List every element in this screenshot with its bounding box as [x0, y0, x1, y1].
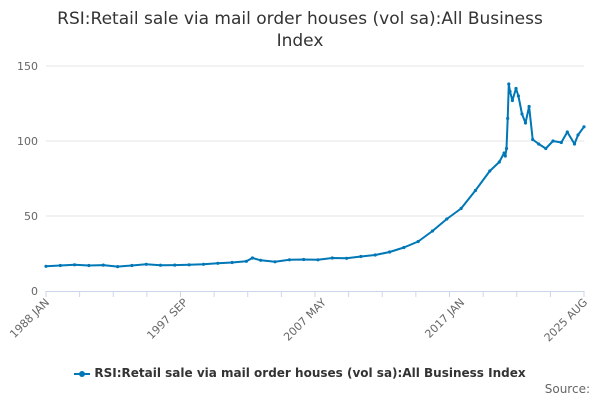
data-point-14 [244, 259, 248, 263]
data-point-18 [287, 258, 291, 262]
legend-series-label: RSI:Retail sale via mail order houses (v… [94, 366, 526, 380]
data-point-11 [201, 262, 206, 266]
data-point-12 [216, 261, 220, 265]
data-point-16 [259, 258, 263, 262]
data-point-33 [497, 160, 501, 164]
data-point-50 [559, 140, 563, 145]
data-point-9 [173, 263, 177, 267]
data-point-51 [565, 130, 569, 134]
data-point-19 [302, 257, 306, 262]
data-point-23 [359, 254, 363, 259]
data-point-21 [330, 256, 334, 260]
data-point-48 [544, 146, 548, 151]
data-point-30 [459, 206, 463, 211]
data-point-8 [158, 263, 163, 267]
data-point-43 [520, 112, 524, 116]
data-point-41 [514, 86, 518, 91]
data-point-7 [144, 262, 148, 266]
legend-series-marker [74, 370, 91, 377]
data-point-2 [73, 263, 77, 267]
data-point-38 [507, 82, 511, 86]
y-tick-label-150: 150 [17, 60, 38, 73]
data-point-31 [473, 188, 477, 193]
series-line-0 [45, 83, 585, 268]
data-point-29 [445, 217, 449, 221]
y-tick-label-100: 100 [17, 135, 38, 148]
chart-title: RSI:Retail sale via mail order houses (v… [57, 9, 543, 51]
data-point-28 [430, 229, 435, 233]
data-point-5 [116, 265, 120, 269]
y-tick-label-0: 0 [31, 285, 38, 298]
data-point-39 [508, 89, 512, 94]
data-point-35 [503, 154, 507, 158]
data-point-44 [523, 121, 528, 125]
data-point-40 [510, 98, 514, 103]
x-tick-label-2: 2007 MAY [281, 296, 329, 344]
grid-lines [46, 65, 584, 217]
data-point-17 [273, 260, 277, 264]
x-tick-label-0: 1988 JAN [7, 296, 52, 341]
data-point-37 [506, 116, 510, 121]
y-axis-ticks: 0 50 100 150 [17, 60, 38, 298]
data-point-4 [101, 263, 105, 267]
data-point-46 [531, 137, 535, 142]
x-axis: 1988 JAN 1997 SEP 2007 MAY 2017 JAN 2025 AUG [7, 291, 590, 344]
data-point-36 [504, 146, 509, 151]
data-point-6 [130, 263, 134, 268]
data-point-54 [582, 125, 586, 129]
data-point-25 [388, 250, 392, 254]
legend[interactable]: RSI:Retail sale via mail order houses (v… [0, 366, 600, 380]
data-point-0 [44, 264, 48, 268]
data-point-52 [572, 142, 577, 146]
data-point-49 [551, 139, 555, 143]
data-point-53 [576, 133, 580, 137]
data-point-27 [416, 239, 420, 244]
x-tick-label-4: 2025 AUG [542, 296, 591, 345]
x-tick-label-1: 1997 SEP [144, 296, 190, 342]
data-point-3 [87, 263, 91, 268]
data-point-1 [58, 263, 62, 268]
series-group [44, 82, 586, 269]
data-point-26 [402, 245, 406, 250]
data-point-22 [345, 256, 349, 260]
data-point-42 [516, 94, 521, 98]
source-credit[interactable]: Source: [544, 382, 590, 396]
data-point-15 [250, 256, 254, 260]
data-point-32 [488, 169, 492, 173]
data-point-10 [187, 263, 191, 267]
x-tick-label-3: 2017 JAN [422, 296, 467, 341]
data-point-45 [527, 104, 531, 109]
data-point-20 [316, 258, 320, 262]
data-point-24 [373, 253, 377, 257]
data-point-47 [537, 142, 541, 146]
y-tick-label-50: 50 [24, 210, 38, 223]
data-point-34 [502, 151, 506, 155]
data-point-13 [230, 260, 234, 265]
